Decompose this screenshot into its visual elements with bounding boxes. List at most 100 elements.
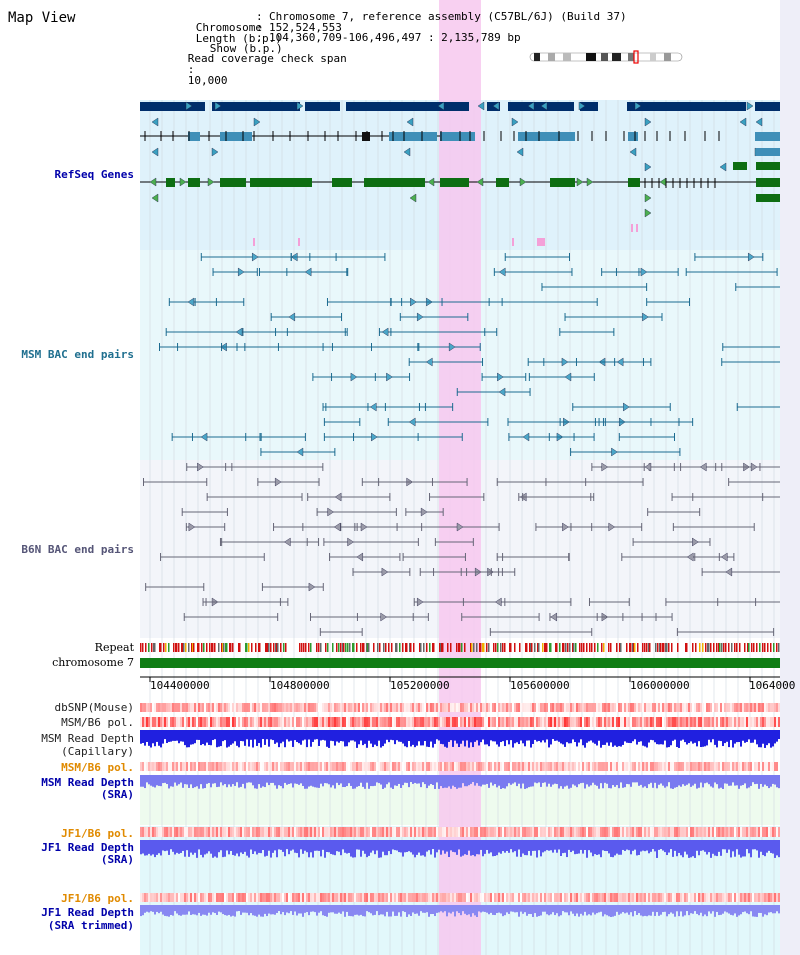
- msm-pol-heat: [434, 717, 436, 727]
- jf1-pol-heat: [140, 827, 142, 837]
- jf1-trim-depth: [752, 905, 754, 917]
- msm-pol-heat: [728, 717, 730, 727]
- msm-pol-heat: [200, 717, 202, 727]
- repeat-mark: [211, 643, 213, 652]
- jf1-pol2-heat: [480, 893, 482, 902]
- jf1-pol-heat: [416, 827, 418, 837]
- dbsnp-heat: [432, 703, 434, 712]
- jf1-sra-depth: [524, 840, 526, 856]
- msm-pol-heat: [304, 717, 306, 727]
- jf1-pol2-heat: [142, 893, 144, 902]
- msm-pol2-heat: [740, 762, 742, 771]
- jf1-pol2-heat: [382, 893, 384, 902]
- repeat-mark: [420, 643, 422, 652]
- msm-pol2-heat: [638, 762, 640, 771]
- dbsnp-heat: [658, 703, 660, 712]
- jf1-sra-depth: [226, 840, 228, 851]
- jf1-pol2-heat: [644, 893, 646, 902]
- jf1-sra-depth: [770, 840, 772, 853]
- jf1-trim-depth: [556, 905, 558, 914]
- msm-pol-heat: [416, 717, 418, 727]
- dbsnp-heat: [584, 703, 586, 712]
- msm-sra-depth: [548, 775, 550, 784]
- jf1-trim-depth: [160, 905, 162, 912]
- msm-pol-heat: [336, 717, 338, 727]
- msm-cap-depth: [502, 730, 504, 742]
- msm-pol2-heat: [720, 762, 722, 771]
- msm-pol2-heat: [456, 762, 458, 771]
- msm-cap-depth: [702, 730, 704, 747]
- b6n-bac-pair-arrow: [699, 462, 707, 472]
- jf1-sra-depth: [670, 840, 672, 850]
- msm-sra-depth: [448, 775, 450, 787]
- msm-sra-depth: [180, 775, 182, 783]
- jf1-pol-heat: [472, 827, 474, 837]
- msm-cap-depth: [268, 730, 270, 747]
- msm-cap-depth: [624, 730, 626, 742]
- msm-pol-heat: [590, 717, 592, 727]
- jf1-pol-heat: [404, 827, 406, 837]
- msm-pol-heat: [212, 717, 214, 727]
- b6n-bac-pair-arrow: [495, 597, 502, 607]
- msm-pol-heat: [640, 717, 642, 727]
- gene-exon: [628, 178, 640, 187]
- msm-sra-depth: [184, 775, 186, 785]
- msm-sra-depth: [506, 775, 508, 787]
- gene-exon: [389, 132, 437, 141]
- msm-pol2-heat: [702, 762, 704, 771]
- msm-sra-depth: [752, 775, 754, 783]
- jf1-sra-depth: [720, 840, 722, 856]
- repeat-mark: [340, 643, 342, 652]
- jf1-trim-depth: [468, 905, 470, 915]
- repeat-mark: [225, 643, 227, 652]
- jf1-pol2-heat: [328, 893, 330, 902]
- dbsnp-heat: [390, 703, 392, 712]
- msm-pol2-heat: [726, 762, 728, 771]
- msm-cap-depth: [680, 730, 682, 741]
- msm-sra-depth: [176, 775, 178, 786]
- msm-sra-depth: [376, 775, 378, 783]
- dbsnp-heat: [498, 703, 500, 712]
- jf1-pol-heat: [388, 827, 390, 837]
- repeat-mark: [563, 643, 565, 652]
- jf1-pol2-heat: [298, 893, 300, 902]
- jf1-pol-heat: [350, 827, 352, 837]
- msm-sra-depth: [466, 775, 468, 787]
- jf1-pol2-heat: [422, 893, 424, 902]
- strand-arrow: [746, 101, 754, 111]
- dbsnp-heat: [708, 703, 710, 712]
- dbsnp-heat: [648, 703, 650, 712]
- jf1-pol-heat: [230, 827, 232, 837]
- jf1-trim-depth: [664, 905, 666, 912]
- jf1-pol-heat: [632, 827, 634, 837]
- msm-cap-depth: [460, 730, 462, 744]
- dbsnp-heat: [486, 703, 488, 712]
- jf1-pol-heat: [706, 827, 708, 837]
- msm-pol-heat: [456, 717, 458, 727]
- jf1-pol-heat: [432, 827, 434, 837]
- jf1-pol-heat: [366, 827, 368, 837]
- msm-pol2-heat: [530, 762, 532, 771]
- msm-cap-depth: [484, 730, 486, 745]
- msm-pol-heat: [658, 717, 660, 727]
- jf1-pol-heat: [474, 827, 476, 837]
- msm-bac-pair-arrow: [381, 327, 389, 337]
- msm-sra-depth: [250, 775, 252, 783]
- jf1-trim-depth: [502, 905, 504, 917]
- msm-sra-depth: [586, 775, 588, 785]
- msm-sra-depth: [630, 775, 632, 787]
- dbsnp-heat: [666, 703, 668, 712]
- msm-cap-depth: [726, 730, 728, 742]
- jf1-pol2-heat: [334, 893, 336, 902]
- msm-pol-heat: [242, 717, 244, 727]
- dbsnp-heat: [620, 703, 622, 712]
- chromosome-track-label: chromosome 7: [52, 656, 134, 669]
- jf1-pol-heat: [704, 827, 706, 837]
- jf1-pol2-heat: [274, 893, 276, 902]
- msm-sra-depth: [502, 775, 504, 789]
- dbsnp-heat: [668, 703, 670, 712]
- dbsnp-heat: [488, 703, 490, 712]
- dbsnp-heat: [758, 703, 760, 712]
- jf1-trim-depth: [320, 905, 322, 912]
